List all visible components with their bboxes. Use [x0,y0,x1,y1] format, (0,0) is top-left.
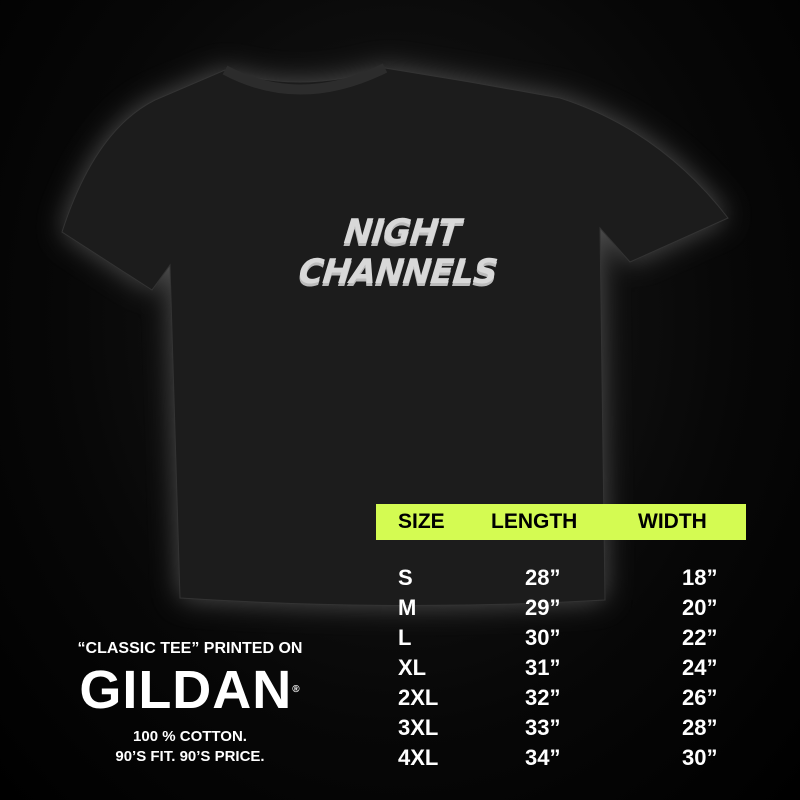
gildan-logo-text: GILDAN [79,660,293,720]
header-width: WIDTH [638,510,707,533]
size-row-width: 18” [682,565,718,590]
size-row-size: M [398,595,417,620]
size-row-size: 2XL [398,685,439,710]
size-row: 3XL 33” 28” [0,715,800,743]
size-row-size: XL [398,655,427,680]
size-row: S 28” 18” [0,565,800,593]
size-row-size: 3XL [398,715,439,740]
size-row-size: 4XL [398,745,439,770]
size-row-width: 20” [682,595,718,620]
size-chart-header: SIZE LENGTH WIDTH [376,504,746,540]
size-row-length: 31” [525,655,561,680]
size-row-length: 34” [525,745,561,770]
size-row-width: 30” [682,745,718,770]
size-row: 4XL 34” 30” [0,745,800,773]
size-row-length: 33” [525,715,561,740]
size-row-length: 28” [525,565,561,590]
size-row-length: 32” [525,685,561,710]
size-row-size: L [398,625,412,650]
size-row-size: S [398,565,413,590]
header-size: SIZE [398,510,445,533]
size-row: XL 31” 24” [0,655,800,683]
size-row: M 29” 20” [0,595,800,623]
registered-mark: ® [292,684,301,695]
size-row-length: 30” [525,625,561,650]
size-row: 2XL 32” 26” [0,685,800,713]
brand-fit-price: 90’S FIT. 90’S PRICE. [115,748,265,765]
header-length: LENGTH [491,510,578,533]
shirt-print-text: NIGHT CHANNELS [296,212,499,292]
gildan-logo: GILDAN® [40,662,340,718]
size-row-width: 22” [682,625,718,650]
size-row-width: 28” [682,715,718,740]
size-row-width: 24” [682,655,718,680]
brand-cotton: 100 % COTTON. [133,728,247,745]
brand-tagline: “CLASSIC TEE” PRINTED ON [77,640,303,657]
size-row-length: 29” [525,595,561,620]
size-row: L 30” 22” [0,625,800,653]
size-row-width: 26” [682,685,718,710]
